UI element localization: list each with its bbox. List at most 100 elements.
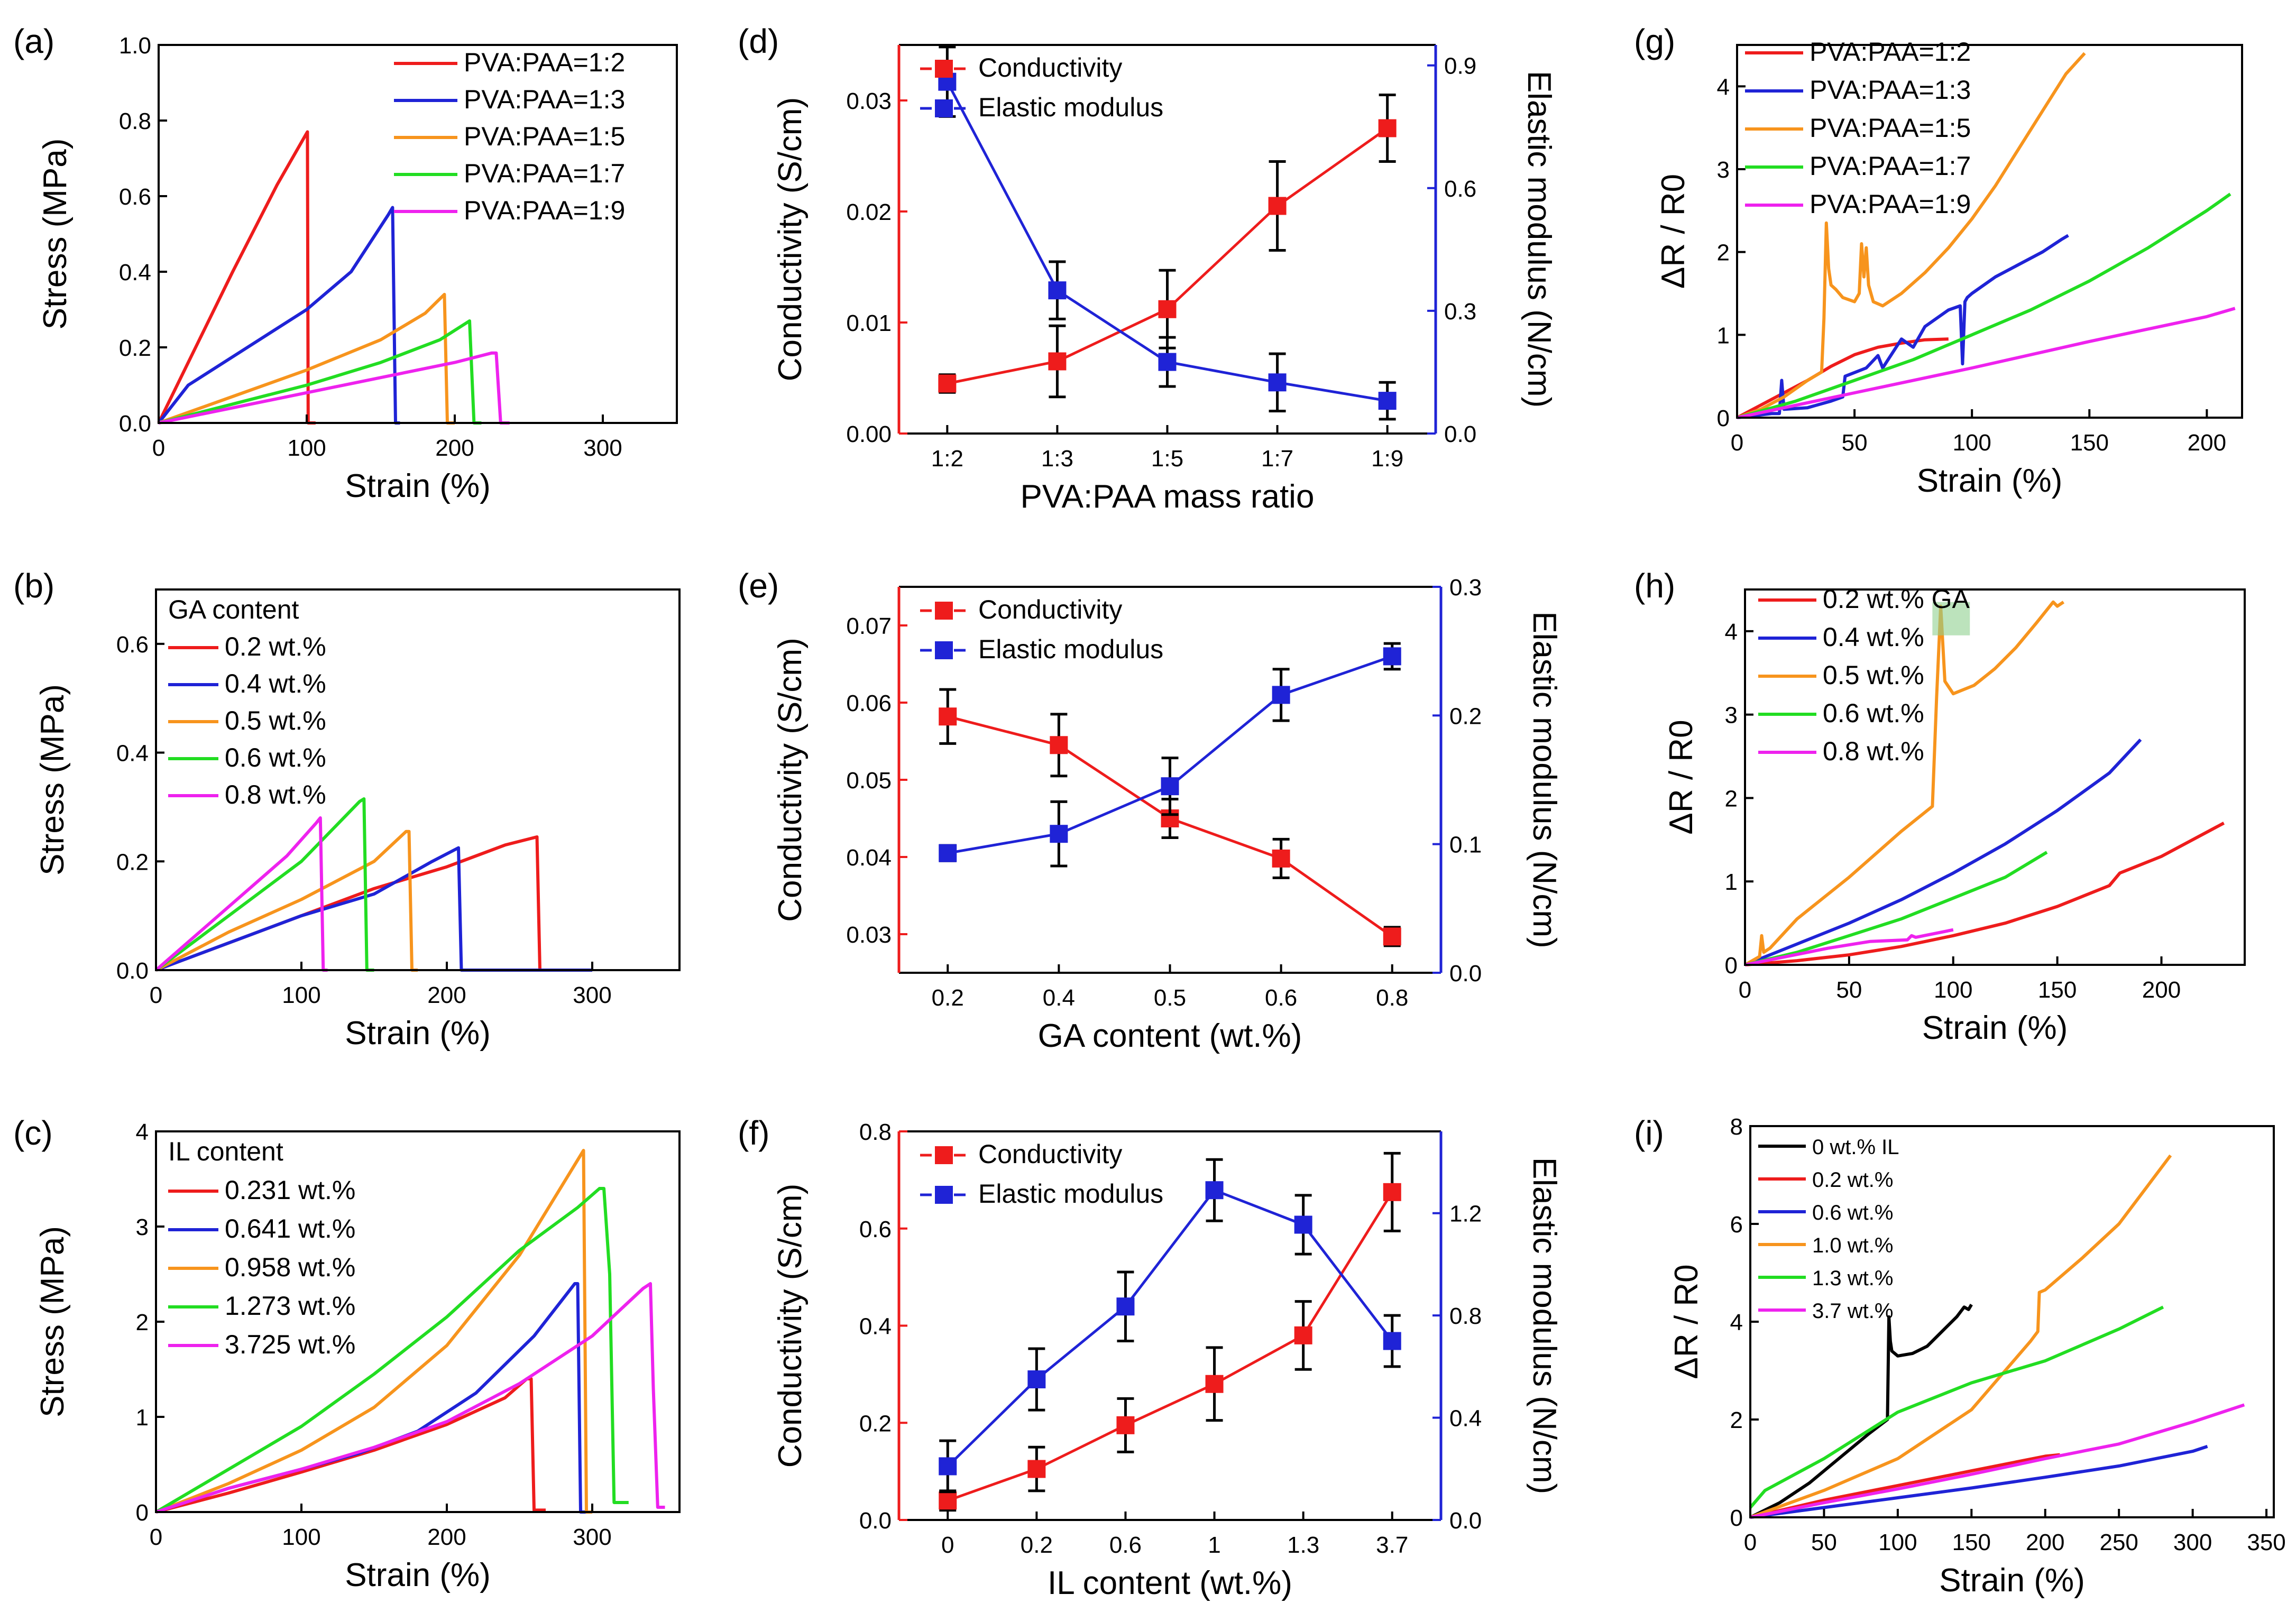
legend-title: IL content <box>168 1137 283 1166</box>
legend-label: Conductivity <box>978 595 1122 624</box>
series-line-g-4 <box>1737 307 2236 419</box>
x-tick-label: 300 <box>583 435 622 461</box>
y-tick-label: 4 <box>1717 74 1730 100</box>
y-right-tick-label: 0.6 <box>1444 176 1476 202</box>
panel-g: (g) 0 50 100 150 200 0 1 2 3 4 Strain (%) ΔR / R0 PVA… <box>1634 22 2243 499</box>
x-axis-label: Strain (%) <box>345 1015 491 1052</box>
legend-label: 0.2 wt.% <box>225 632 326 661</box>
series-line-c-3 <box>155 1187 629 1514</box>
x-tick-label: 3.7 <box>1376 1532 1408 1558</box>
panel-label-e: (e) <box>738 567 779 605</box>
series-line-a-4 <box>158 351 510 425</box>
series-line-i-0 <box>1749 1304 1973 1519</box>
legend-label: 0.958 wt.% <box>225 1252 355 1282</box>
data-marker-f-1 <box>1294 1215 1312 1234</box>
y-tick-label: 4 <box>136 1119 149 1145</box>
x-tick-label: 0.5 <box>1154 985 1186 1011</box>
series-line-c-0 <box>155 1377 546 1514</box>
y-left-tick-label: 0.2 <box>859 1411 892 1436</box>
y-right-tick-label: 0.1 <box>1449 832 1482 858</box>
x-tick-label: 1:7 <box>1261 446 1293 472</box>
x-tick-label: 150 <box>2070 430 2109 456</box>
legend-label: 0.231 wt.% <box>225 1175 355 1205</box>
data-marker-e-1 <box>1050 825 1068 843</box>
y-left-tick-label: 0.01 <box>846 310 892 336</box>
panel-d: (d) 1:2 1:3 1:5 1:7 1:9 0.00 0.01 0.02 0.03 0.0 0.3… <box>738 22 1557 515</box>
plot-frame-h <box>1744 588 2246 966</box>
y-left-tick-label: 0.03 <box>846 922 892 948</box>
data-marker-d-1 <box>1268 373 1287 392</box>
x-tick-label: 0 <box>152 435 165 461</box>
y-tick-label: 6 <box>1730 1212 1743 1238</box>
x-tick-label: 100 <box>1934 977 1972 1003</box>
x-tick-label: 150 <box>2038 977 2077 1003</box>
legend-marker <box>935 602 953 620</box>
y-axis-label: Stress (MPa) <box>34 684 71 875</box>
y-left-tick-label: 0.6 <box>859 1216 892 1242</box>
data-marker-f-1 <box>1383 1332 1401 1350</box>
y-left-tick-label: 0.00 <box>846 421 892 447</box>
panel-h: (h) 0 50 100 150 200 0 1 2 3 4 Strain (%) ΔR / R0 0.2… <box>1634 567 2246 1046</box>
y-right-tick-label: 0.2 <box>1449 703 1482 729</box>
legend-label: Elastic modulus <box>978 93 1163 122</box>
series-line-f-1 <box>947 1188 1393 1468</box>
data-marker-d-0 <box>1158 300 1177 318</box>
legend-label: 0.2 wt.% <box>1812 1168 1893 1192</box>
y-left-axis-label: Conductivity (S/cm) <box>772 638 809 921</box>
series-line-a-2 <box>158 292 455 425</box>
y-tick-label: 4 <box>1730 1310 1743 1335</box>
y-left-tick-label: 0.02 <box>846 199 892 225</box>
series-line-c-4 <box>155 1282 665 1514</box>
y-left-tick-label: 0.8 <box>859 1119 892 1145</box>
x-tick-label: 300 <box>573 1524 611 1550</box>
x-tick-label: 300 <box>573 982 611 1008</box>
y-right-tick-label: 0.0 <box>1449 961 1482 987</box>
y-right-axis-label: Elastic modulus (N/cm) <box>1526 611 1563 948</box>
legend-label: 0.5 wt.% <box>1823 660 1924 690</box>
y-left-tick-label: 0.06 <box>846 690 892 716</box>
legend-label: PVA:PAA=1:9 <box>464 196 625 225</box>
y-axis-label: Stress (MPa) <box>34 1226 71 1417</box>
y-tick-label: 2 <box>1730 1407 1743 1433</box>
series-line-b-1 <box>155 846 592 972</box>
series-line-a-1 <box>157 206 400 425</box>
x-tick-label: 150 <box>1952 1529 1991 1555</box>
series-line-g-3 <box>1737 192 2231 419</box>
legend-label: 0.8 wt.% <box>225 780 326 809</box>
x-tick-label: 0 <box>941 1532 954 1558</box>
y-tick-label: 3 <box>136 1214 149 1240</box>
series-line-i-2 <box>1750 1445 2208 1519</box>
y-tick-label: 0.6 <box>119 184 151 210</box>
y-left-tick-label: 0.0 <box>859 1508 892 1534</box>
x-tick-label: 350 <box>2247 1529 2285 1555</box>
y-tick-label: 3 <box>1717 157 1730 183</box>
data-marker-d-0 <box>1378 119 1397 137</box>
legend-label: 1.3 wt.% <box>1812 1267 1893 1290</box>
x-tick-label: 1:2 <box>931 446 963 472</box>
legend-label: 0.6 wt.% <box>1823 698 1924 728</box>
panel-b: (b) 0 100 200 300 0.0 0.2 0.4 0.6 Strain (%) Stres… <box>13 567 681 1052</box>
data-marker-f-0 <box>1205 1375 1224 1393</box>
series-line-h-1 <box>1744 738 2142 966</box>
legend-label: PVA:PAA=1:3 <box>1810 75 1971 105</box>
legend-label: 1.273 wt.% <box>225 1291 355 1321</box>
y-right-tick-label: 0.0 <box>1444 421 1476 447</box>
legend-marker <box>935 1146 953 1164</box>
legend-label: PVA:PAA=1:7 <box>1810 151 1971 181</box>
series-line-h-2 <box>1744 600 2065 966</box>
y-tick-label: 0 <box>136 1500 149 1526</box>
legend-label: 3.7 wt.% <box>1812 1300 1893 1323</box>
series-line-b-3 <box>155 797 374 972</box>
y-tick-label: 0.2 <box>116 849 149 875</box>
legend-marker <box>935 99 953 117</box>
panel-label-c: (c) <box>13 1114 53 1152</box>
legend-label: PVA:PAA=1:2 <box>464 48 625 77</box>
data-marker-e-1 <box>1383 647 1401 666</box>
legend-label: 0.6 wt.% <box>1812 1201 1893 1224</box>
x-tick-label: 0.4 <box>1043 985 1075 1011</box>
data-marker-f-1 <box>939 1457 957 1476</box>
x-tick-label: 0 <box>1744 1529 1757 1555</box>
panel-label-a: (a) <box>13 22 54 60</box>
x-axis-label: Strain (%) <box>1917 463 2063 499</box>
